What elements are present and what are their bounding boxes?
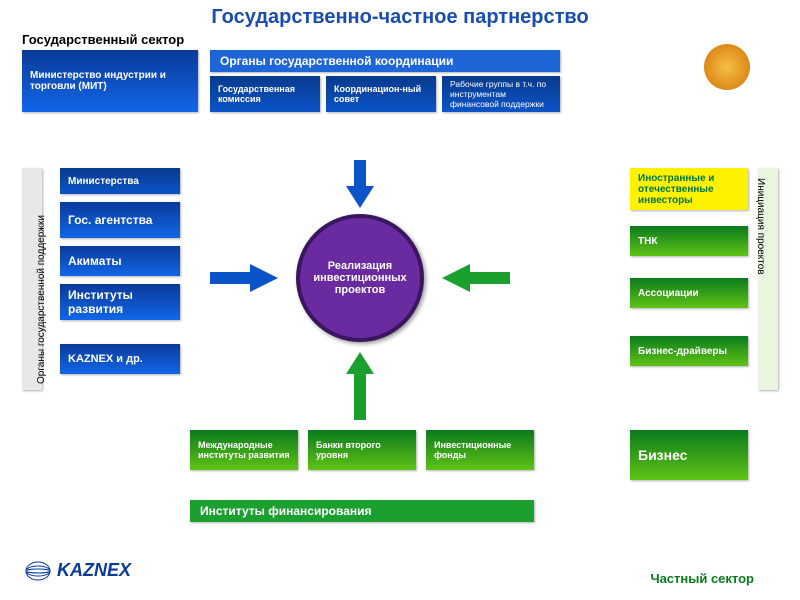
bottom-item-2: Инвестиционные фонды xyxy=(426,430,534,470)
left-item-2: Акиматы xyxy=(60,246,180,276)
left-item-4-label: KAZNEX и др. xyxy=(68,353,143,365)
left-item-0: Министерства xyxy=(60,168,180,194)
coord-item-2: Рабочие группы в т.ч. по инструментам фи… xyxy=(442,76,560,112)
left-item-0-label: Министерства xyxy=(68,176,139,187)
left-item-2-label: Акиматы xyxy=(68,254,122,268)
left-item-3-label: Институты развития xyxy=(68,288,172,316)
emblem-icon xyxy=(704,44,750,90)
bottom-item-1: Банки второго уровня xyxy=(308,430,416,470)
arrow-left xyxy=(210,260,280,296)
business-label: Бизнес xyxy=(638,447,687,463)
logo-text: KAZNEX xyxy=(57,560,131,580)
arrow-bottom xyxy=(340,350,380,420)
bottom-item-1-label: Банки второго уровня xyxy=(316,440,408,460)
left-item-4: KAZNEX и др. xyxy=(60,344,180,374)
center-label: Реализация инвестиционных проектов xyxy=(300,260,420,296)
globe-icon xyxy=(24,560,52,582)
left-item-1-label: Гос. агентства xyxy=(68,213,152,227)
right-item-1: ТНК xyxy=(630,226,748,256)
coord-item-1-label: Координацион-ный совет xyxy=(334,84,428,104)
mit-label: Министерство индустрии и торговли (МИТ) xyxy=(30,70,190,92)
coord-item-1: Координацион-ный совет xyxy=(326,76,436,112)
bottom-item-0: Международные институты развития xyxy=(190,430,298,470)
right-item-2-label: Ассоциации xyxy=(638,288,699,299)
right-item-2: Ассоциации xyxy=(630,278,748,308)
page-title: Государственно-частное партнерство xyxy=(0,0,800,31)
left-item-1: Гос. агентства xyxy=(60,202,180,238)
right-item-1-label: ТНК xyxy=(638,236,657,247)
coord-item-0: Государственная комиссия xyxy=(210,76,320,112)
arrow-right xyxy=(440,260,510,296)
right-vert-label: Инициация проектов xyxy=(755,178,766,275)
coord-item-2-label: Рабочие группы в т.ч. по инструментам фи… xyxy=(450,79,552,109)
arrow-top xyxy=(340,160,380,210)
right-item-3-label: Бизнес-драйверы xyxy=(638,346,727,357)
coord-item-0-label: Государственная комиссия xyxy=(218,84,312,104)
bottom-item-2-label: Инвестиционные фонды xyxy=(434,440,526,460)
gov-sector-label: Государственный сектор xyxy=(22,32,184,47)
center-circle: Реализация инвестиционных проектов xyxy=(296,214,424,342)
right-item-0-label: Иностранные и отечественные инвесторы xyxy=(638,173,740,206)
bottom-item-0-label: Международные институты развития xyxy=(198,440,290,460)
business-box: Бизнес xyxy=(630,430,748,480)
right-item-3: Бизнес-драйверы xyxy=(630,336,748,366)
right-item-0: Иностранные и отечественные инвесторы xyxy=(630,168,748,210)
mit-box: Министерство индустрии и торговли (МИТ) xyxy=(22,50,198,112)
financing-header: Институты финансирования xyxy=(190,500,534,522)
left-vert-label: Органы государственной поддержки xyxy=(36,215,47,384)
coord-header: Органы государственной координации xyxy=(210,50,560,72)
private-sector-label: Частный сектор xyxy=(650,571,754,586)
left-item-3: Институты развития xyxy=(60,284,180,320)
logo: KAZNEX xyxy=(24,560,131,582)
